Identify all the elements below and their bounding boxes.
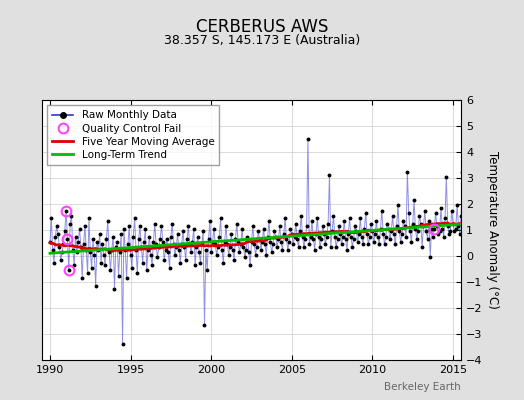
Legend: Raw Monthly Data, Quality Control Fail, Five Year Moving Average, Long-Term Tren: Raw Monthly Data, Quality Control Fail, … — [47, 105, 220, 165]
Y-axis label: Temperature Anomaly (°C): Temperature Anomaly (°C) — [486, 151, 499, 309]
Text: Berkeley Earth: Berkeley Earth — [385, 382, 461, 392]
Text: 38.357 S, 145.173 E (Australia): 38.357 S, 145.173 E (Australia) — [164, 34, 360, 47]
Text: CERBERUS AWS: CERBERUS AWS — [196, 18, 328, 36]
